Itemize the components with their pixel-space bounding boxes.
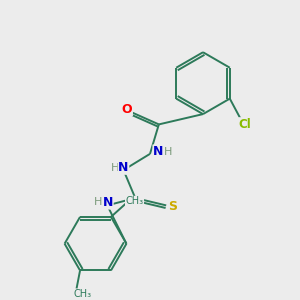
- Text: S: S: [168, 200, 177, 213]
- Text: H: H: [111, 163, 119, 173]
- Text: CH₃: CH₃: [73, 289, 92, 299]
- Text: N: N: [118, 161, 129, 174]
- Text: H: H: [94, 197, 102, 208]
- Text: N: N: [153, 145, 164, 158]
- Text: CH₃: CH₃: [125, 196, 144, 206]
- Text: H: H: [164, 146, 172, 157]
- Text: Cl: Cl: [239, 118, 251, 131]
- Text: N: N: [103, 196, 113, 209]
- Text: O: O: [122, 103, 132, 116]
